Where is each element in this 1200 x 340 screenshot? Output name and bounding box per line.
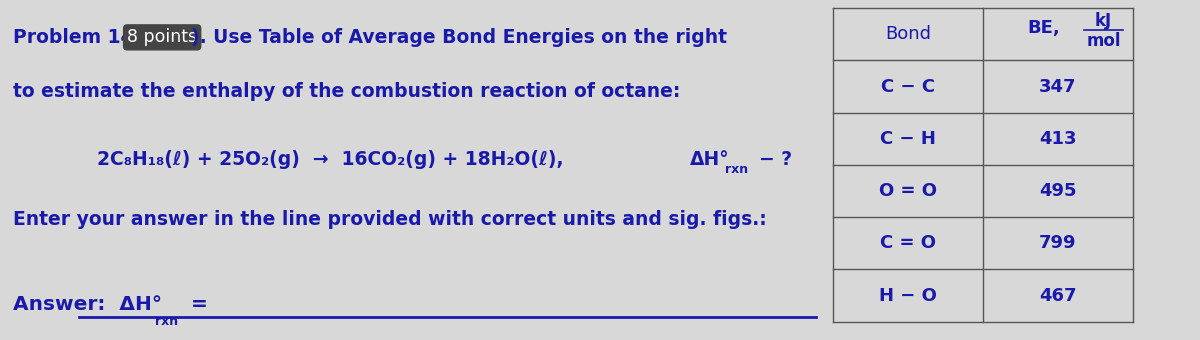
Text: BE,: BE,: [1027, 18, 1060, 36]
Text: =: =: [191, 295, 208, 314]
Text: rxn: rxn: [725, 163, 748, 176]
Text: 467: 467: [1039, 287, 1076, 305]
Text: H − O: H − O: [880, 287, 937, 305]
Text: C − C: C − C: [881, 78, 935, 96]
Text: 495: 495: [1039, 182, 1076, 200]
Text: O = O: O = O: [880, 182, 937, 200]
Text: 8 points: 8 points: [127, 28, 197, 46]
Text: C − H: C − H: [881, 130, 936, 148]
Text: Enter your answer in the line provided with correct units and sig. figs.:: Enter your answer in the line provided w…: [13, 210, 767, 230]
Text: 413: 413: [1039, 130, 1076, 148]
Text: − ?: − ?: [760, 150, 792, 169]
Text: rxn: rxn: [155, 315, 178, 328]
Text: Problem 14 (: Problem 14 (: [13, 28, 149, 47]
Text: ΔH°: ΔH°: [690, 150, 730, 169]
Text: C = O: C = O: [881, 234, 936, 252]
Text: 2C₈H₁₈(ℓ) + 25O₂(g)  →  16CO₂(g) + 18H₂O(ℓ),: 2C₈H₁₈(ℓ) + 25O₂(g) → 16CO₂(g) + 18H₂O(ℓ…: [97, 150, 564, 169]
Text: mol: mol: [1086, 32, 1121, 50]
Text: ). Use Table of Average Bond Energies on the right: ). Use Table of Average Bond Energies on…: [191, 28, 726, 47]
Text: to estimate the enthalpy of the combustion reaction of octane:: to estimate the enthalpy of the combusti…: [13, 82, 680, 101]
Text: Bond: Bond: [886, 25, 931, 43]
Text: Answer:  ΔH°: Answer: ΔH°: [13, 295, 162, 314]
Text: kJ: kJ: [1094, 13, 1112, 31]
Text: 347: 347: [1039, 78, 1076, 96]
Text: 799: 799: [1039, 234, 1076, 252]
